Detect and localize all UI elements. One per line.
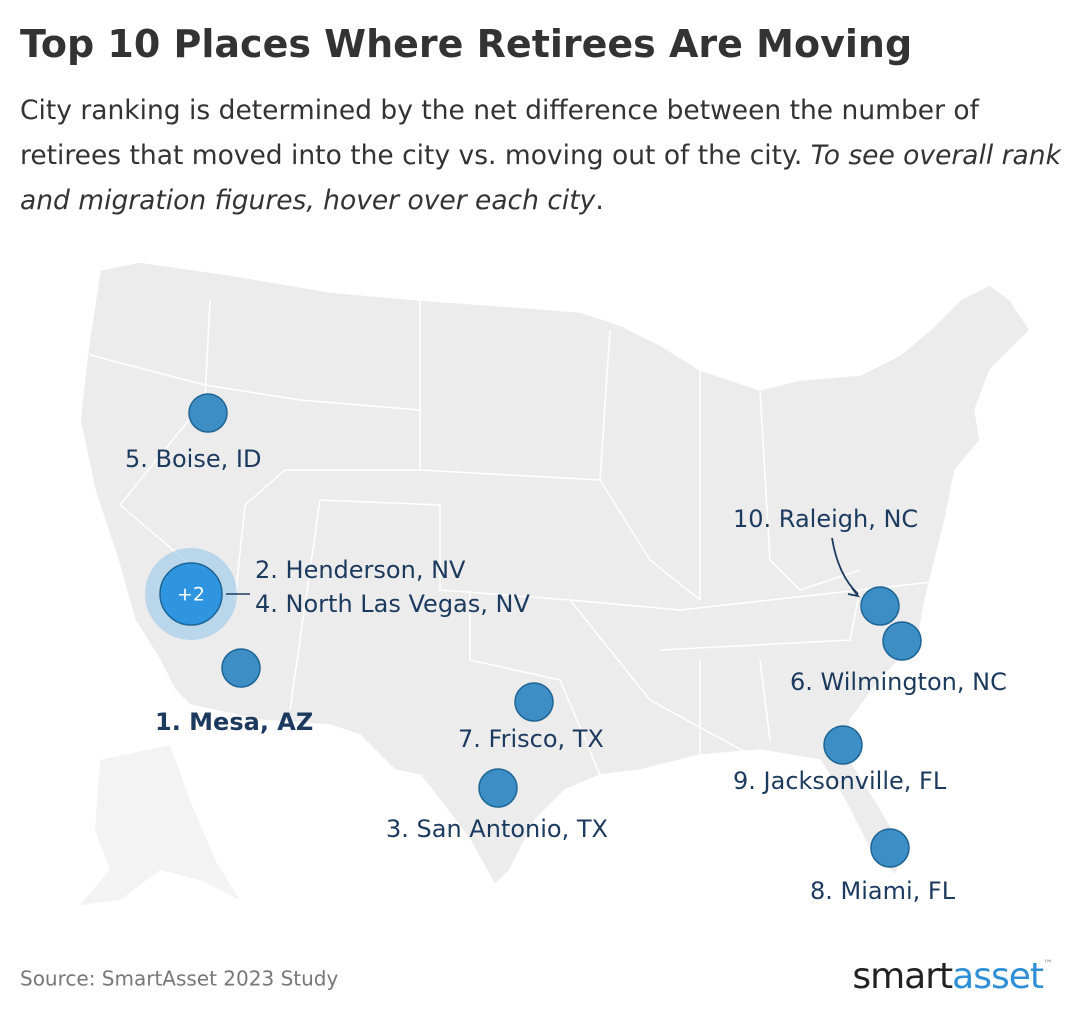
city-marker[interactable] [514,682,554,722]
raleigh-arrowhead [847,587,861,598]
logo-tm: ™ [1043,959,1052,970]
city-label: 9. Jacksonville, FL [733,767,947,795]
title: Top 10 Places Where Retirees Are Moving [20,22,913,66]
city-marker[interactable] [860,586,900,626]
city-marker[interactable] [188,393,228,433]
cluster-marker[interactable] [159,562,223,626]
city-label: 4. North Las Vegas, NV [255,590,530,618]
city-marker[interactable] [221,648,261,688]
city-label: 5. Boise, ID [125,445,261,473]
subtitle: City ranking is determined by the net di… [20,88,1065,223]
us-outline [79,261,1031,887]
alaska [80,745,240,905]
logo: smartasset™ [852,956,1052,997]
city-marker[interactable] [478,768,518,808]
subtitle-text: City ranking is determined by the net di… [20,95,979,171]
logo-smart: smart [852,956,953,997]
city-marker[interactable] [882,621,922,661]
city-label: 2. Henderson, NV [255,556,466,584]
subtitle-hint: To see overall rank and migration figure… [20,140,1061,216]
city-label: 7. Frisco, TX [458,725,604,753]
city-label: 6. Wilmington, NC [790,668,1007,696]
source: Source: SmartAsset 2023 Study [20,967,338,991]
subtitle-end: . [595,185,604,216]
logo-asset: asset [952,956,1044,997]
city-marker[interactable] [870,828,910,868]
city-marker[interactable] [823,725,863,765]
city-label: 1. Mesa, AZ [155,708,313,736]
city-label: 10. Raleigh, NC [733,505,918,533]
city-label: 3. San Antonio, TX [386,815,608,843]
cluster-label: +2 [177,584,205,606]
city-label: 8. Miami, FL [810,877,956,905]
